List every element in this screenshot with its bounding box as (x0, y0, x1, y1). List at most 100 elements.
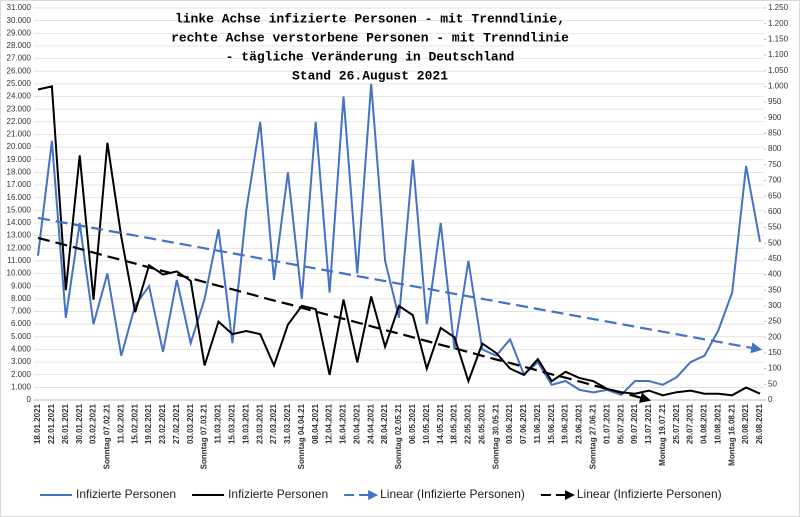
y2-tick-label: 650 (768, 191, 782, 200)
y-tick-label: 10.000 (7, 269, 32, 278)
x-tick-label: 06.05.2021 (408, 403, 417, 444)
y-tick-label: 7.000 (11, 307, 32, 316)
x-tick-label: 31.03.2021 (283, 403, 292, 444)
y-tick-label: 5.000 (11, 332, 32, 341)
y2-tick-label: 150 (768, 348, 782, 357)
y-tick-label: 19.000 (7, 155, 32, 164)
x-tick-label: 27.02.2021 (172, 403, 181, 444)
y-tick-label: 3.000 (11, 357, 32, 366)
x-tick-label: 18.05.2021 (450, 403, 459, 444)
y-tick-label: 31.000 (7, 3, 32, 12)
x-tick-label: Montag 16.08.21 (727, 403, 736, 465)
x-tick-label: 10.05.2021 (422, 403, 431, 444)
x-tick-label: Sonntag 27.06.21 (588, 403, 597, 469)
y-tick-label: 16.000 (7, 193, 32, 202)
y-tick-label: 9.000 (11, 281, 32, 290)
x-tick-label: 19.06.2021 (561, 403, 570, 444)
y-tick-label: 6.000 (11, 319, 32, 328)
x-tick-label: 12.04.2021 (325, 403, 334, 444)
y-tick-label: 11.000 (7, 256, 31, 265)
y2-tick-label: 550 (768, 223, 782, 232)
x-tick-label: 14.05.2021 (436, 403, 445, 444)
y-tick-label: 14.000 (7, 218, 32, 227)
y2-tick-label: 950 (768, 97, 782, 106)
x-tick-label: 01.07.2021 (602, 403, 611, 444)
legend-label: Linear (Infizierte Personen) (380, 487, 525, 501)
x-tick-label: 19.03.2021 (241, 403, 250, 444)
y-tick-label: 12.000 (7, 243, 32, 252)
y-tick-label: 4.000 (11, 345, 32, 354)
y-tick-label: 23.000 (7, 104, 32, 113)
x-tick-label: Sonntag 30.05.21 (491, 403, 500, 469)
y-tick-label: 17.000 (7, 180, 32, 189)
x-tick-label: 19.02.2021 (144, 403, 153, 444)
y-tick-label: 25.000 (7, 79, 32, 88)
y2-tick-label: 900 (768, 113, 782, 122)
x-tick-label: 13.07.2021 (644, 403, 653, 444)
x-tick-label: 23.06.2021 (575, 403, 584, 444)
y2-tick-label: 300 (768, 301, 782, 310)
x-tick-label: 23.02.2021 (158, 403, 167, 444)
x-tick-label: 04.08.2021 (700, 403, 709, 444)
series-line (37, 83, 761, 397)
x-tick-label: 03.02.2021 (89, 403, 98, 444)
y2-tick-label: 1.150 (768, 34, 789, 43)
x-tick-label: 08.04.2021 (311, 403, 320, 444)
x-tick-label: 20.08.2021 (741, 403, 750, 444)
x-tick-label: 03.03.2021 (186, 403, 195, 444)
y-tick-label: 2.000 (11, 370, 32, 379)
y2-tick-label: 400 (768, 270, 782, 279)
y-tick-label: 29.000 (7, 28, 32, 37)
trend-line (37, 216, 763, 354)
x-tick-label: 20.04.2021 (352, 403, 361, 444)
x-tick-label: 18.01.2021 (33, 403, 42, 444)
y2-tick-label: 200 (768, 332, 782, 341)
x-tick-label: Sonntag 04.04.21 (297, 403, 306, 469)
y2-tick-label: 1.250 (768, 3, 789, 12)
y2-tick-label: 500 (768, 238, 782, 247)
x-tick-label: 26.01.2021 (61, 403, 70, 444)
x-tick-label: 16.04.2021 (339, 403, 348, 444)
y-tick-label: 28.000 (7, 41, 32, 50)
y2-tick-label: 850 (768, 129, 782, 138)
trend-line (37, 236, 652, 403)
y-tick-label: 1.000 (11, 382, 32, 391)
y-tick-label: 0 (27, 395, 32, 404)
x-tick-label: 27.03.2021 (269, 403, 278, 444)
legend-label: Linear (Infizierte Personen) (577, 487, 722, 501)
y2-tick-label: 700 (768, 176, 782, 185)
x-tick-label: 11.03.2021 (214, 403, 223, 443)
x-tick-label: 10.08.2021 (713, 403, 722, 444)
x-tick-label: 11.06.2021 (533, 403, 542, 443)
y-tick-label: 18.000 (7, 167, 32, 176)
y-tick-label: 15.000 (7, 205, 32, 214)
y2-tick-label: 1.100 (768, 50, 789, 59)
y2-tick-label: 1.200 (768, 19, 789, 28)
chart-title: - tägliche Veränderung in Deutschland (226, 49, 515, 64)
y2-tick-label: 800 (768, 144, 782, 153)
y-tick-label: 21.000 (7, 130, 32, 139)
y2-tick-label: 250 (768, 317, 782, 326)
x-tick-label: 29.07.2021 (686, 403, 695, 444)
x-tick-label: Sonntag 02.05.21 (394, 403, 403, 469)
y2-tick-label: 50 (768, 379, 777, 388)
x-tick-label: Sonntag 07.02.21 (103, 403, 112, 469)
chart-title: rechte Achse verstorbene Personen - mit … (171, 30, 569, 45)
y2-tick-label: 350 (768, 285, 782, 294)
x-tick-label: 22.01.2021 (47, 403, 56, 444)
x-tick-label: 11.02.2021 (116, 403, 125, 443)
y2-tick-label: 0 (768, 395, 773, 404)
x-tick-label: 15.03.2021 (227, 403, 236, 444)
y2-tick-label: 100 (768, 364, 782, 373)
y-tick-label: 13.000 (7, 231, 32, 240)
x-tick-label: 26.05.2021 (477, 403, 486, 444)
y-tick-label: 8.000 (11, 294, 32, 303)
y2-tick-label: 600 (768, 207, 782, 216)
x-tick-label: 05.07.2021 (616, 403, 625, 444)
y-tick-label: 20.000 (7, 142, 32, 151)
x-tick-label: 03.06.2021 (505, 403, 514, 444)
y2-tick-label: 1.000 (768, 82, 789, 91)
y-tick-label: 30.000 (7, 16, 32, 25)
